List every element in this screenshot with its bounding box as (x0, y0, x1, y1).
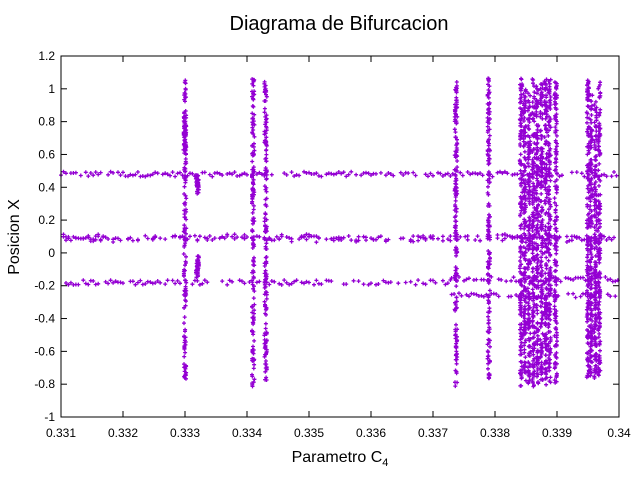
y-axis-label: Posicion X (6, 199, 23, 275)
chaotic-band (485, 76, 492, 381)
chaotic-band (250, 77, 257, 389)
chaotic-band (181, 78, 189, 381)
dense-cluster (194, 254, 201, 280)
chaotic-band (587, 93, 595, 378)
x-tick-label: 0.333 (170, 426, 200, 440)
x-tick-label: 0.339 (542, 426, 572, 440)
x-tick-label: 0.34 (607, 426, 631, 440)
chaotic-band (538, 82, 545, 382)
y-axis: -1 -0.8 -0.6 -0.4 -0.2 0 0.2 0.4 0.6 0.8 1 1.2 (34, 49, 619, 424)
y-tick-label: 1 (48, 82, 55, 96)
y-tick-label: -0.4 (34, 312, 55, 326)
chaotic-band (595, 80, 603, 378)
chaotic-band (517, 76, 525, 388)
chaotic-band (552, 80, 559, 385)
x-tick-label: 0.338 (480, 426, 510, 440)
x-tick-label: 0.332 (108, 426, 138, 440)
y-tick-label: -0.8 (34, 377, 55, 391)
chaotic-band (525, 91, 533, 386)
y-tick-label: 0.2 (38, 213, 55, 227)
y-tick-label: -0.6 (34, 344, 55, 358)
y-tick-label: 0 (48, 246, 55, 260)
chaotic-band (521, 87, 528, 383)
x-axis-label: Parametro C4 (292, 449, 389, 469)
dense-cluster (181, 123, 189, 153)
y-tick-label: -0.2 (34, 279, 55, 293)
plot-frame (60, 55, 620, 418)
chaotic-band (262, 79, 269, 382)
chaotic-band (584, 78, 592, 380)
dense-cluster (193, 173, 201, 196)
x-tick-label: 0.335 (294, 426, 324, 440)
chart-title: Diagrama de Bifurcacion (230, 13, 449, 35)
chaotic-band (546, 77, 553, 385)
y-tick-label: -1 (44, 410, 55, 424)
chaotic-band (533, 84, 541, 386)
x-tick-label: 0.337 (418, 426, 448, 440)
x-tick-label: 0.336 (356, 426, 386, 440)
y-tick-label: 0.4 (38, 180, 55, 194)
x-axis-label-subscript: 4 (382, 457, 388, 469)
y-tick-label: 0.6 (38, 147, 55, 161)
series-lower-branch (64, 278, 453, 287)
series-middle-branch (61, 232, 616, 245)
y-tick-label: 0.8 (38, 115, 55, 129)
x-axis-label-base: Parametro C (292, 449, 383, 466)
y-tick-label: 1.2 (38, 49, 55, 63)
chaotic-band (542, 77, 550, 387)
scatter-points (59, 76, 620, 389)
chaotic-band (592, 99, 599, 380)
chaotic-band (452, 80, 460, 389)
x-axis: 0.331 0.332 0.333 0.334 0.335 0.336 0.337 0.338… (46, 56, 631, 440)
x-tick-label: 0.334 (232, 426, 262, 440)
x-tick-label: 0.331 (46, 426, 76, 440)
